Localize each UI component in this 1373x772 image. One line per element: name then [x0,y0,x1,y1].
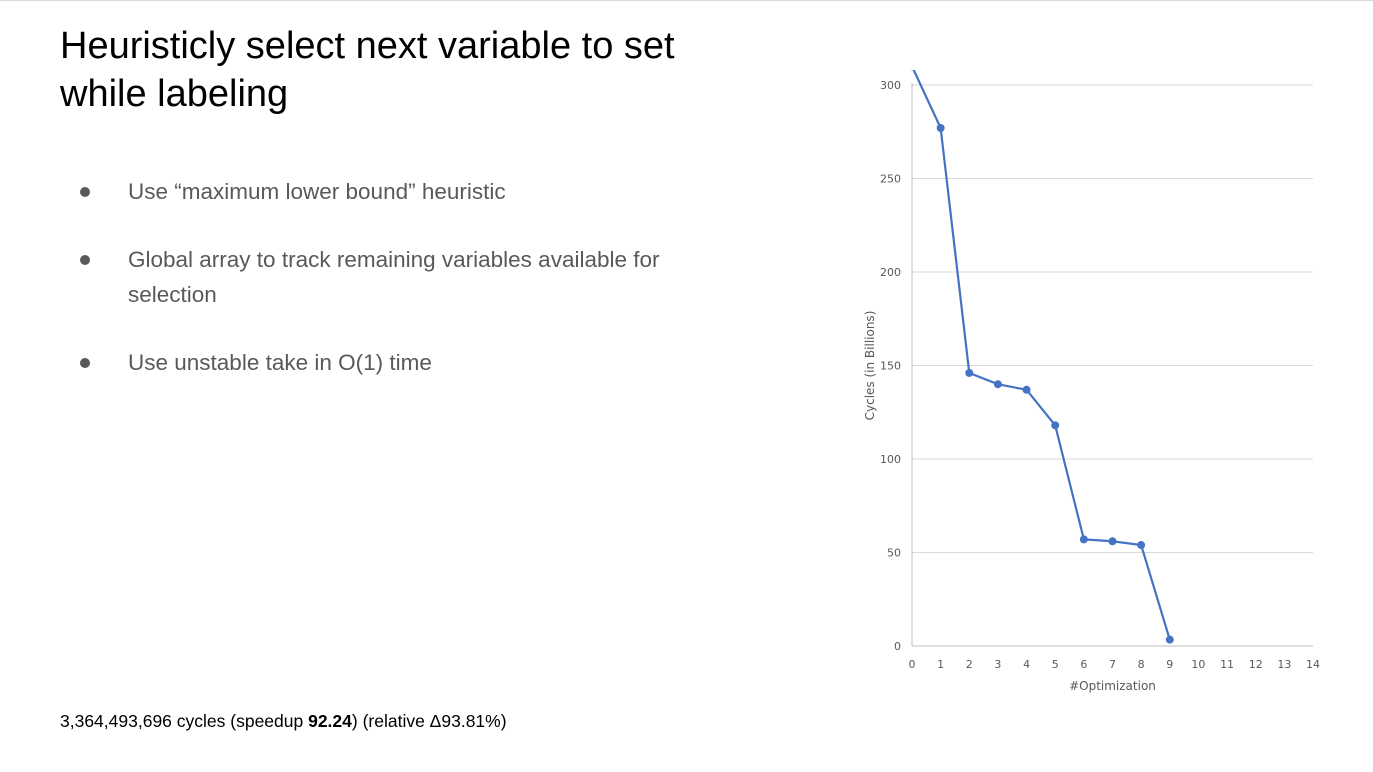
y-tick-label: 0 [894,640,901,653]
y-tick-label: 150 [880,360,901,373]
top-rule [0,0,1373,1]
data-point [1079,535,1088,544]
x-tick-label: 5 [1052,658,1059,671]
y-tick-label: 50 [887,547,901,560]
bullet-dot-icon [80,187,90,197]
bullet-item: Use unstable take in O(1) time [78,345,718,380]
series [910,70,1174,644]
x-tick-label: 1 [937,658,944,671]
data-point [1051,421,1060,430]
data-point [993,380,1002,389]
x-tick-label: 0 [909,658,916,671]
bullet-text: Global array to track remaining variable… [128,247,660,307]
y-tick-label: 300 [880,79,901,92]
x-tick-label: 4 [1023,658,1030,671]
relative-text: ) (relative Δ93.81%) [351,711,507,731]
x-tick-label: 13 [1277,658,1291,671]
data-point [1165,635,1174,644]
cycles-text: 3,364,493,696 cycles (speedup [60,711,309,731]
x-tick-label: 10 [1191,658,1205,671]
slide-title: Heuristicly select next variable to set … [60,25,675,115]
x-tick-labels: 0 1 2 3 4 5 6 7 8 9 10 11 12 13 14 [909,658,1321,671]
x-tick-label: 8 [1138,658,1145,671]
bullet-item: Use “maximum lower bound” heuristic [78,174,718,209]
x-axis-title: #Optimization [1069,679,1156,693]
bullet-dot-icon [80,358,90,368]
speedup-value: 92.24 [308,711,352,731]
x-tick-label: 9 [1166,658,1173,671]
x-tick-label: 3 [994,658,1001,671]
x-tick-label: 11 [1220,658,1234,671]
y-axis-title: Cycles (in Billions) [863,311,877,421]
y-tick-labels: 0 50 100 150 200 250 300 [880,79,901,653]
gridlines [912,84,1313,553]
data-point [1108,537,1117,546]
x-tick-label: 12 [1249,658,1263,671]
bullet-text: Use unstable take in O(1) time [128,350,432,375]
bullet-dot-icon [80,255,90,265]
x-tick-label: 2 [966,658,973,671]
y-tick-label: 100 [880,453,901,466]
data-point [1022,385,1031,394]
x-tick-label: 14 [1306,658,1320,671]
data-point [936,124,945,133]
series-line [912,70,1171,640]
footer-stat: 3,364,493,696 cycles (speedup 92.24) (re… [60,709,507,733]
bullet-item: Global array to track remaining variable… [78,242,718,312]
x-tick-label: 7 [1109,658,1116,671]
bullet-list: Use “maximum lower bound” heuristic Glob… [78,174,718,413]
y-tick-label: 250 [880,173,901,186]
data-point [1137,541,1146,550]
data-point [965,368,974,377]
bullet-text: Use “maximum lower bound” heuristic [128,179,506,204]
axes [911,83,1313,647]
x-tick-label: 6 [1080,658,1087,671]
y-tick-label: 200 [880,266,901,279]
